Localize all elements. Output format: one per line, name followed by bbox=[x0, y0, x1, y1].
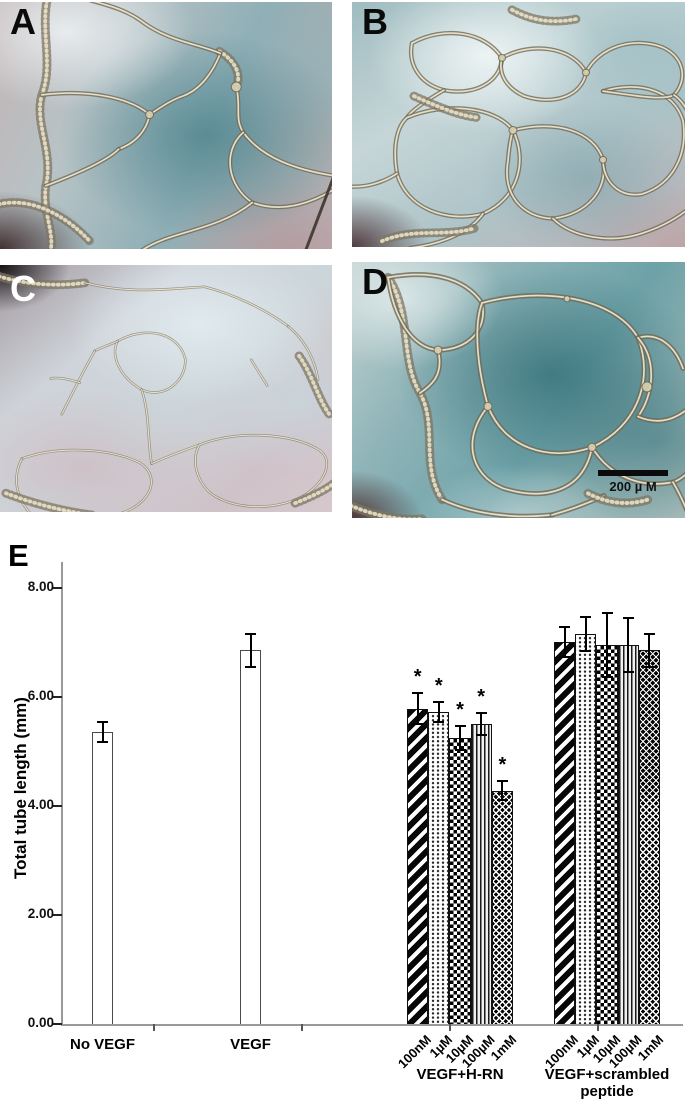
error-bar-cap bbox=[559, 626, 571, 629]
y-tick-label: 6.00 bbox=[27, 687, 54, 703]
error-bar bbox=[501, 781, 504, 800]
error-bar-cap bbox=[245, 632, 256, 635]
panel-label-b: B bbox=[362, 2, 388, 42]
error-bar-cap bbox=[475, 712, 487, 715]
tube-length-chart: E Total tube length (mm) 0.00 2.00 4.00 6.0… bbox=[0, 530, 685, 1103]
x-group-label: peptide bbox=[580, 1083, 634, 1100]
plot-area: 0.00 2.00 4.00 6.00 8.00 No VEGF VEGF * 100nM * 1µ… bbox=[0, 530, 685, 1103]
x-tick bbox=[597, 1024, 599, 1031]
micrograph-panel-d: D 200 µ M bbox=[352, 262, 685, 518]
x-group-label: VEGF+H-RN bbox=[416, 1066, 504, 1083]
scale-bar bbox=[598, 470, 668, 477]
y-tick-label: 8.00 bbox=[27, 578, 54, 594]
cell-network-c bbox=[0, 272, 332, 512]
bar-no-vegf bbox=[91, 732, 114, 1024]
error-bar-cap bbox=[454, 724, 466, 727]
error-bar-cap bbox=[245, 665, 256, 668]
bar-1µm bbox=[428, 711, 450, 1024]
error-bar bbox=[606, 613, 608, 677]
x-tick bbox=[153, 1024, 155, 1031]
x-group-label: VEGF bbox=[230, 1036, 271, 1053]
error-bar-cap bbox=[475, 733, 487, 736]
bar-10µm bbox=[596, 644, 618, 1024]
y-tick bbox=[53, 1023, 62, 1025]
y-tick-label: 2.00 bbox=[27, 905, 54, 921]
bar-1µm bbox=[575, 633, 597, 1024]
error-bar bbox=[563, 627, 566, 657]
error-bar-cap bbox=[454, 748, 466, 751]
error-bar-cap bbox=[412, 722, 424, 725]
micrograph-panel-a: A bbox=[0, 2, 332, 249]
bar-1mm bbox=[491, 790, 513, 1024]
significance-asterisk: * bbox=[434, 675, 443, 698]
error-bar bbox=[480, 713, 483, 735]
x-axis-line bbox=[61, 1024, 683, 1026]
error-bar bbox=[101, 722, 104, 742]
micrograph-panel-c: C bbox=[0, 265, 332, 512]
bar-100nm bbox=[554, 642, 576, 1024]
error-bar-cap bbox=[643, 632, 655, 635]
y-tick bbox=[53, 804, 62, 807]
error-bar bbox=[416, 693, 419, 724]
micrograph-panel-b: B bbox=[352, 2, 685, 247]
panel-label-c: C bbox=[10, 268, 36, 309]
y-tick bbox=[53, 913, 62, 916]
error-bar bbox=[437, 702, 440, 722]
error-bar bbox=[459, 725, 461, 750]
panel-label-d: D bbox=[362, 262, 388, 302]
error-bar-cap bbox=[433, 720, 445, 723]
significance-asterisk: * bbox=[456, 698, 464, 721]
chart-panel-label: E bbox=[8, 538, 29, 573]
significance-asterisk: * bbox=[477, 686, 486, 709]
scale-bar-label: 200 µ M bbox=[609, 479, 657, 495]
panel-label-a: A bbox=[10, 2, 36, 42]
error-bar bbox=[249, 633, 252, 667]
y-tick bbox=[53, 586, 62, 589]
error-bar-cap bbox=[580, 650, 592, 653]
significance-asterisk: * bbox=[498, 754, 507, 777]
x-group-label: VEGF+scrambled bbox=[544, 1066, 670, 1083]
error-bar-cap bbox=[580, 615, 592, 618]
error-bar-cap bbox=[97, 740, 108, 743]
y-tick-label: 4.00 bbox=[27, 796, 54, 812]
cell-network-a bbox=[0, 2, 332, 249]
bar-100µm bbox=[617, 644, 639, 1024]
error-bar-cap bbox=[496, 780, 508, 783]
error-bar bbox=[584, 616, 587, 652]
error-bar-cap bbox=[622, 616, 634, 619]
bar-10µm bbox=[449, 737, 471, 1024]
error-bar-cap bbox=[496, 798, 508, 801]
bar-100µm bbox=[470, 723, 492, 1024]
error-bar-cap bbox=[601, 612, 613, 615]
y-tick-label: 0.00 bbox=[27, 1015, 54, 1030]
bar-1mm bbox=[638, 650, 660, 1024]
error-bar-cap bbox=[559, 655, 571, 658]
error-bar-cap bbox=[643, 665, 655, 668]
y-axis-line bbox=[61, 562, 63, 1024]
error-bar-cap bbox=[97, 721, 108, 724]
x-tick bbox=[449, 1024, 451, 1031]
bar-vegf bbox=[239, 650, 262, 1024]
cell-network-d bbox=[352, 272, 685, 518]
x-group-label: No VEGF bbox=[69, 1036, 135, 1053]
y-tick bbox=[53, 695, 62, 698]
x-tick bbox=[301, 1024, 303, 1031]
significance-asterisk: * bbox=[413, 666, 422, 689]
error-bar-cap bbox=[412, 692, 424, 695]
error-bar bbox=[648, 633, 651, 667]
cell-network-b bbox=[352, 5, 685, 247]
bar-100nm bbox=[407, 708, 429, 1024]
error-bar-cap bbox=[433, 701, 445, 704]
error-bar-cap bbox=[601, 675, 613, 678]
error-bar-cap bbox=[622, 671, 634, 674]
error-bar bbox=[627, 617, 630, 673]
